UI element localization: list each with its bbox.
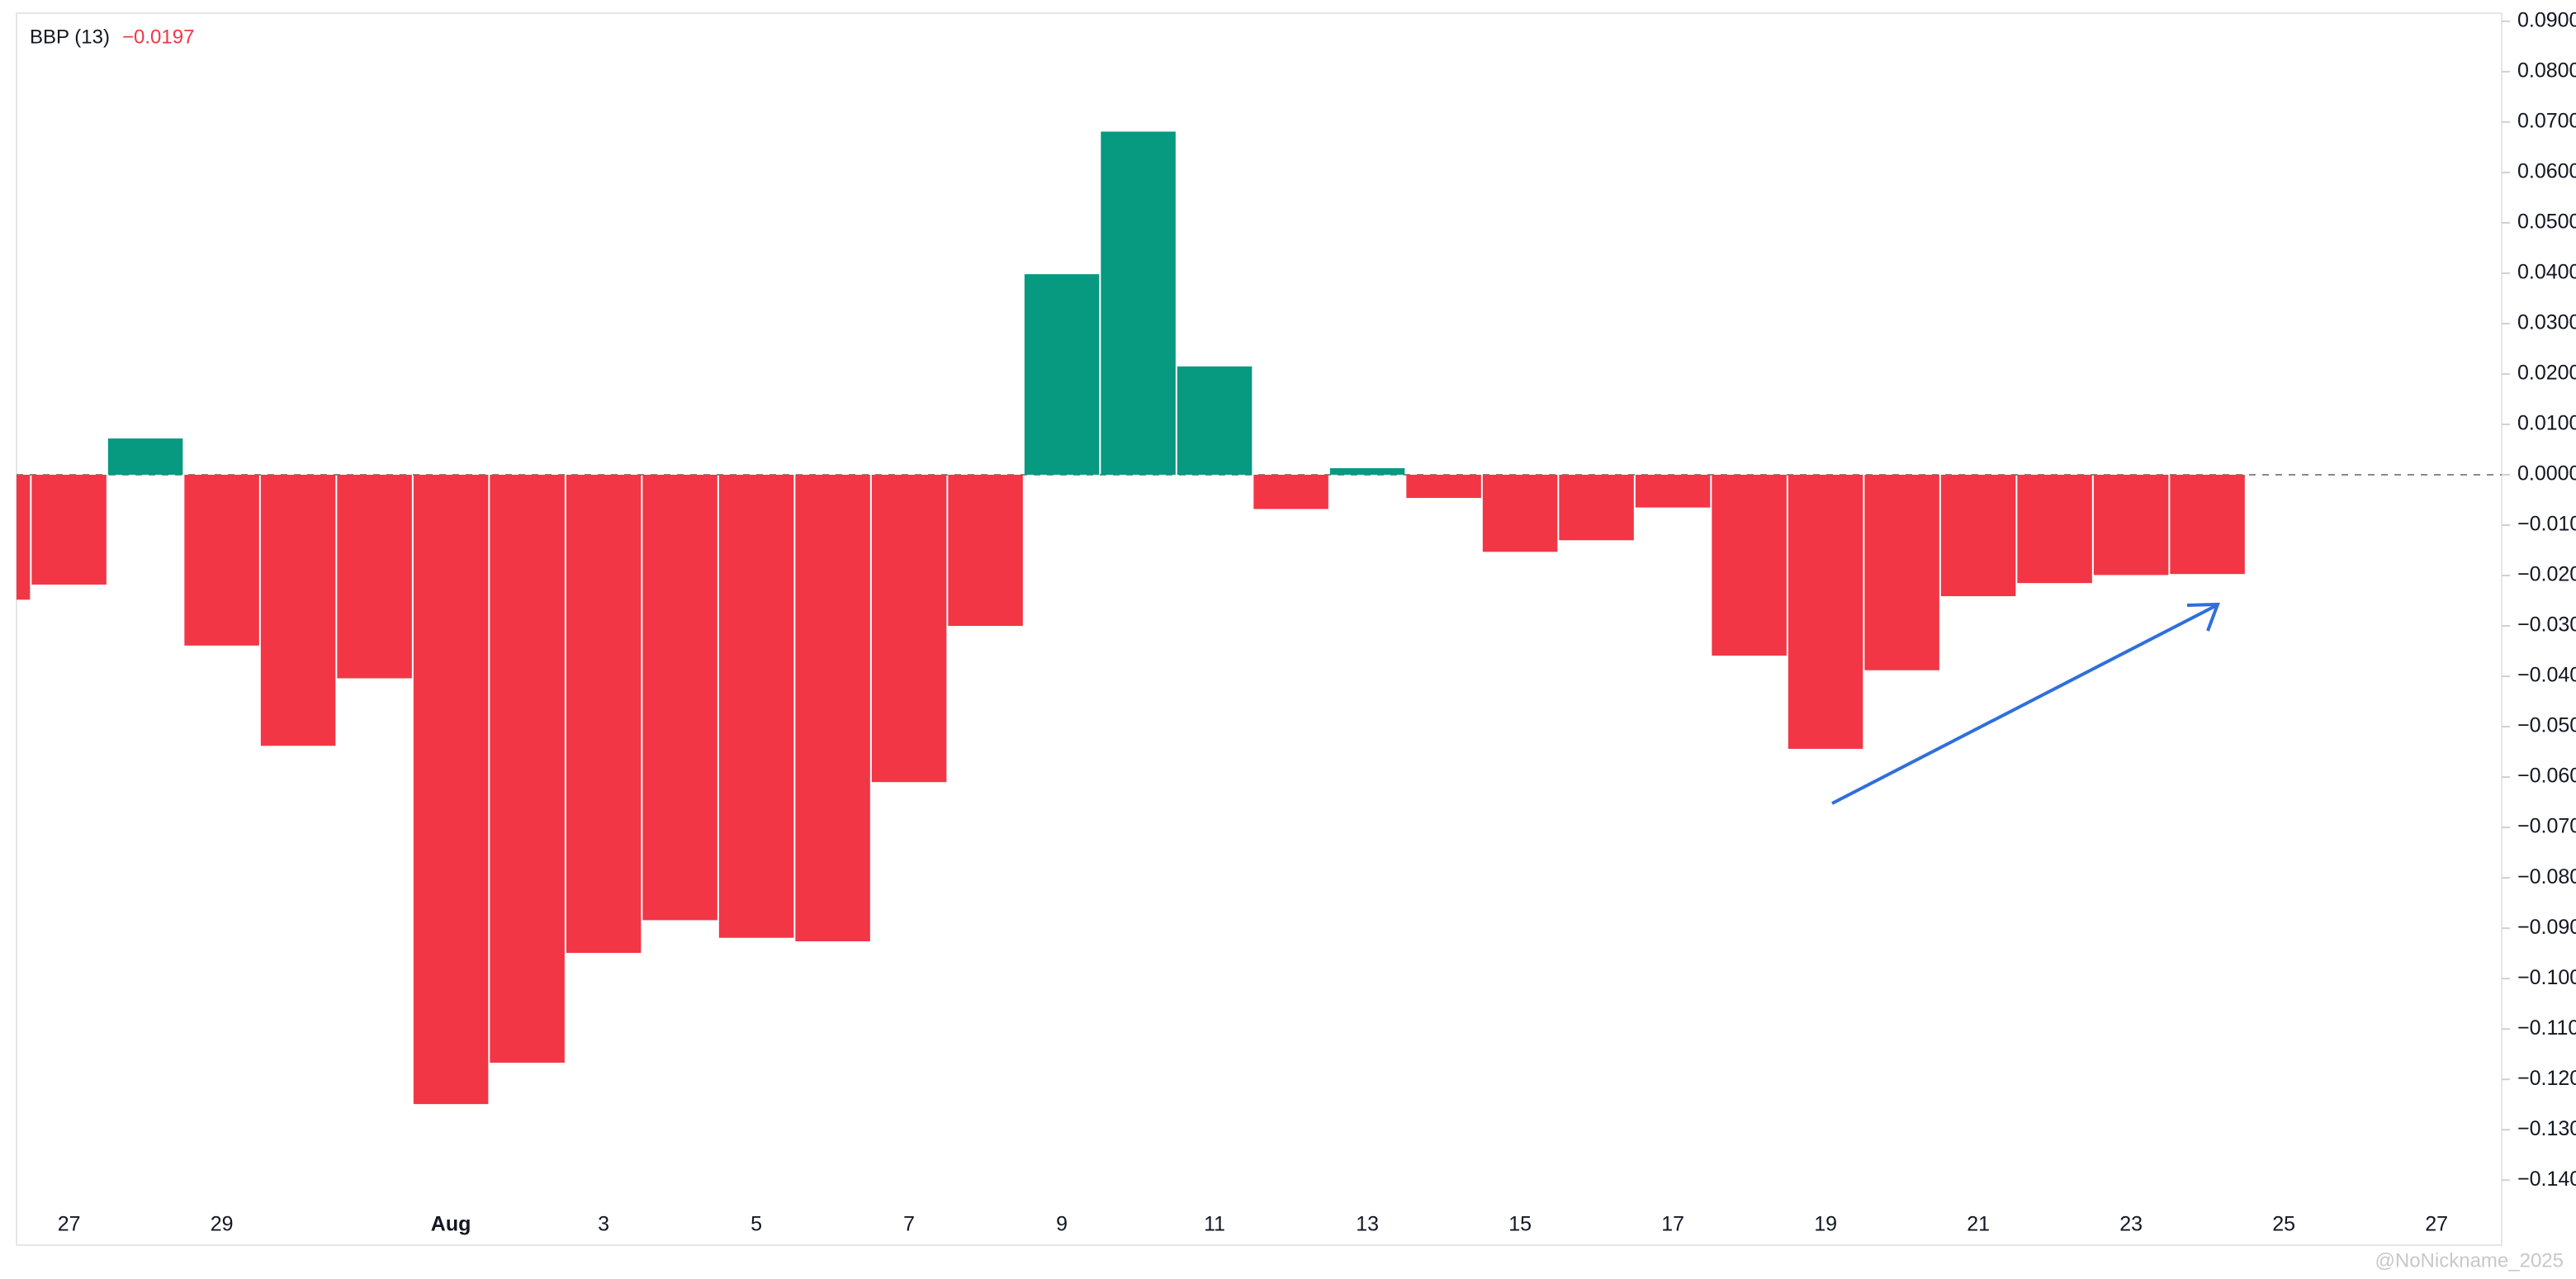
y-tick-label: −0.0300 <box>2517 613 2576 637</box>
bar <box>184 474 259 646</box>
annotation-arrowhead <box>2186 602 2220 632</box>
bar <box>260 474 336 746</box>
bar <box>1712 474 1787 656</box>
x-tick-label: 27 <box>58 1213 81 1236</box>
bar <box>1940 474 2016 597</box>
y-tick-label: 0.0800 <box>2517 59 2576 82</box>
bar <box>795 474 870 942</box>
x-tick-label: 17 <box>1661 1213 1684 1236</box>
bar <box>1253 474 1328 509</box>
x-tick-label: 23 <box>2119 1213 2143 1236</box>
y-tick-label: −0.1300 <box>2517 1117 2576 1140</box>
y-tick-label: 0.0400 <box>2517 260 2576 283</box>
bar <box>566 474 642 954</box>
x-tick-label: 27 <box>2425 1213 2448 1236</box>
bar <box>17 474 31 600</box>
y-tick-label: 0.0300 <box>2517 311 2576 334</box>
x-tick-label: 9 <box>1056 1213 1068 1236</box>
bar <box>948 474 1023 627</box>
x-tick-label: 13 <box>1356 1213 1379 1236</box>
y-tick-label: −0.0200 <box>2517 563 2576 586</box>
bar <box>1788 474 1863 749</box>
x-tick-label: 11 <box>1204 1213 1225 1236</box>
bar <box>642 474 717 921</box>
bar <box>31 474 107 585</box>
indicator-name: BBP (13) <box>30 26 110 48</box>
bar <box>2017 474 2092 584</box>
bar <box>413 474 489 1105</box>
y-tick-label: −0.1200 <box>2517 1067 2576 1090</box>
bar <box>1559 474 1634 541</box>
bar <box>1864 474 1939 670</box>
y-tick-label: 0.0000 <box>2517 462 2576 486</box>
y-tick-label: 0.0900 <box>2517 8 2576 31</box>
x-tick-label: 25 <box>2272 1213 2295 1236</box>
y-tick-label: 0.0500 <box>2517 210 2576 233</box>
plot-area <box>17 131 2502 1105</box>
bar <box>107 438 183 475</box>
bar <box>1024 274 1100 475</box>
bar <box>871 474 947 783</box>
bar <box>2093 474 2169 576</box>
plot-frame <box>16 12 2503 1246</box>
y-tick-label: 0.0700 <box>2517 109 2576 132</box>
y-tick-label: −0.0600 <box>2517 765 2576 788</box>
bar <box>1406 474 1481 499</box>
bar <box>337 474 412 679</box>
watermark: @NoNickname_2025 <box>2375 1249 2564 1272</box>
indicator-value: −0.0197 <box>122 26 194 48</box>
y-tick-label: −0.1400 <box>2517 1168 2576 1191</box>
y-tick-label: 0.0100 <box>2517 412 2576 435</box>
y-tick-label: 0.0600 <box>2517 159 2576 182</box>
bar <box>1101 131 1176 475</box>
x-tick-label: 5 <box>751 1213 762 1236</box>
bar <box>1177 366 1252 475</box>
bar <box>1329 468 1405 475</box>
x-tick-label: 21 <box>1967 1213 1990 1236</box>
y-tick-label: −0.0800 <box>2517 865 2576 888</box>
bar <box>490 474 565 1063</box>
annotation-arrow <box>1831 604 2216 805</box>
y-tick-label: −0.0900 <box>2517 916 2576 939</box>
y-tick-label: −0.0400 <box>2517 664 2576 687</box>
x-tick-label: 19 <box>1814 1213 1837 1236</box>
y-tick-label: −0.0700 <box>2517 815 2576 838</box>
bar <box>1635 474 1711 508</box>
y-tick-label: −0.0500 <box>2517 714 2576 737</box>
x-tick-label: 7 <box>903 1213 915 1236</box>
bar <box>718 474 794 938</box>
y-tick-label: −0.0100 <box>2517 513 2576 536</box>
y-tick-label: 0.0200 <box>2517 362 2576 385</box>
x-tick-label: 3 <box>598 1213 609 1236</box>
bar <box>1482 474 1558 552</box>
x-tick-label: Aug <box>431 1213 471 1236</box>
x-tick-label: 15 <box>1508 1213 1532 1236</box>
y-tick-label: −0.1100 <box>2517 1016 2576 1040</box>
bar <box>2170 474 2245 575</box>
x-tick-label: 29 <box>211 1213 234 1236</box>
